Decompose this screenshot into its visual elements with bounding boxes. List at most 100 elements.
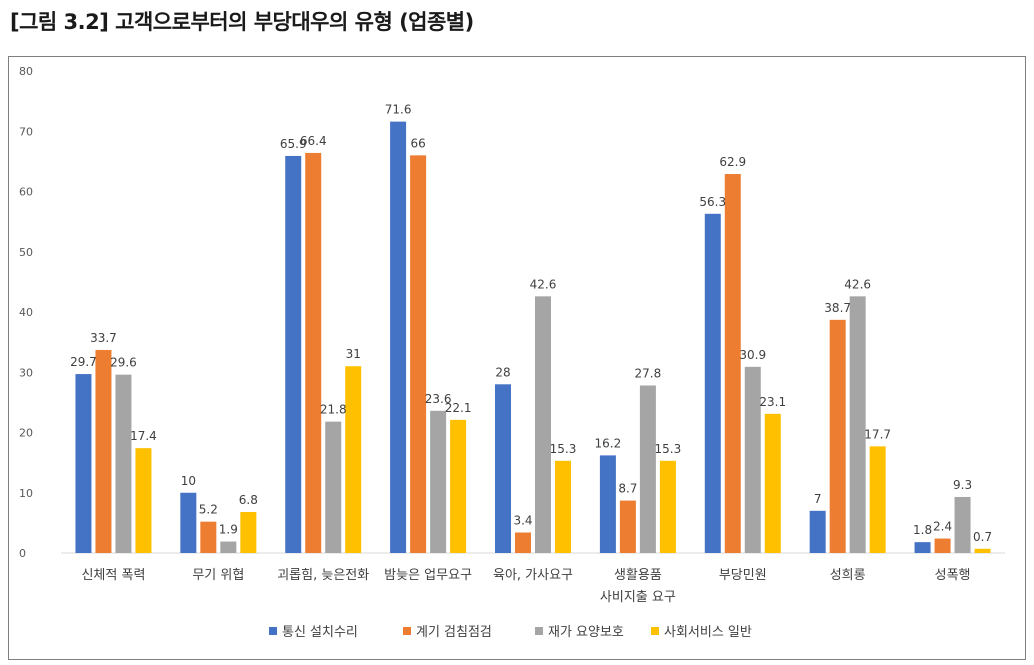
data-label-5-3: 15.3	[655, 442, 682, 456]
legend-swatch-2	[535, 627, 543, 635]
data-label-8-2: 9.3	[953, 478, 972, 492]
category-label-1-0: 무기 위협	[192, 568, 244, 583]
data-label-2-2: 21.8	[320, 403, 347, 417]
bar-4-2	[535, 296, 551, 553]
data-label-2-0: 65.9	[280, 137, 307, 151]
bars	[75, 121, 991, 554]
legend: 통신 설치수리 계기 검침점검 재가 요양보호 사회서비스 일반	[269, 625, 752, 640]
y-tick-label-6: 60	[19, 186, 33, 199]
bar-7-0	[809, 510, 826, 553]
data-label-7-0: 7	[814, 492, 822, 506]
category-label-0-0: 신체적 폭력	[81, 568, 145, 583]
category-label-7-0: 성희롱	[830, 568, 866, 583]
x-axis: 신체적 폭력 무기 위협 괴롭힘, 늦은전화 밤늦은 업무요구 육아, 가사요구 생활용품…	[81, 567, 970, 605]
data-label-6-0: 56.3	[699, 195, 726, 209]
bar-1-1	[200, 521, 217, 553]
data-label-3-3: 22.1	[445, 401, 472, 415]
data-label-4-0: 28	[495, 365, 510, 379]
data-label-5-1: 8.7	[618, 482, 637, 496]
bar-3-3	[450, 419, 467, 553]
page-title: [그림 3.2] 고객으로부터의 부당대우의 유형 (업종별)	[10, 10, 474, 34]
bar-5-3	[659, 460, 676, 553]
bar-8-0	[914, 542, 931, 553]
data-label-6-3: 23.1	[759, 395, 786, 409]
legend-label-0: 통신 설치수리	[282, 625, 358, 640]
data-label-0-1: 33.7	[90, 331, 117, 345]
data-label-1-0: 10	[181, 474, 196, 488]
category-label-4-0: 육아, 가사요구	[493, 568, 573, 583]
category-label-3-0: 밤늦은 업무요구	[384, 568, 472, 583]
bar-4-0	[495, 384, 511, 553]
legend-label-3: 사회서비스 일반	[664, 625, 752, 640]
data-label-0-2: 29.6	[110, 356, 137, 370]
bar-2-3	[345, 366, 362, 553]
bar-3-2	[430, 410, 447, 553]
legend-swatch-0	[269, 627, 277, 635]
category-label-6-0: 부당민원	[719, 568, 767, 583]
bar-0-3	[135, 448, 152, 553]
category-label-5-1: 사비지출 요구	[600, 590, 676, 605]
data-label-7-3: 17.7	[864, 427, 891, 441]
bar-2-1	[305, 152, 322, 553]
data-label-3-1: 66	[410, 136, 425, 150]
data-label-1-1: 5.2	[199, 503, 218, 517]
bar-6-0	[704, 213, 721, 554]
data-label-2-1: 66.4	[300, 134, 327, 148]
data-label-8-3: 0.7	[973, 530, 992, 544]
bar-4-3	[555, 460, 571, 553]
bar-1-3	[240, 512, 257, 553]
data-label-0-3: 17.4	[130, 429, 157, 443]
y-tick-label-3: 30	[19, 366, 33, 379]
bar-4-1	[515, 532, 531, 553]
chart-frame: 0 10 20 30 40 50 60 70 80 29.7 33.7 29.6 17.4 10 5.2 1…	[8, 56, 1026, 660]
category-label-5-0: 생활용품	[614, 568, 662, 583]
bar-2-2	[325, 421, 342, 553]
data-label-2-3: 31	[346, 347, 361, 361]
bar-7-1	[829, 319, 846, 553]
category-label-2-0: 괴롭힘, 늦은전화	[277, 568, 369, 583]
bar-1-2	[220, 541, 237, 553]
bar-0-0	[75, 374, 92, 553]
data-label-8-1: 2.4	[933, 520, 952, 534]
data-labels: 29.7 33.7 29.6 17.4 10 5.21.9 6.8 65.966.4 21.8 3…	[70, 103, 992, 544]
bar-3-1	[410, 155, 427, 553]
y-tick-label-0: 0	[19, 547, 26, 560]
legend-label-1: 계기 검침점검	[416, 625, 492, 640]
y-tick-label-2: 20	[19, 427, 33, 440]
bar-8-3	[974, 548, 991, 553]
bar-2-0	[285, 155, 302, 553]
bar-6-2	[744, 366, 761, 553]
bar-6-3	[764, 413, 781, 553]
data-label-7-1: 38.7	[824, 301, 851, 315]
legend-label-2: 재가 요양보호	[548, 625, 624, 640]
data-label-0-0: 29.7	[70, 355, 97, 369]
data-label-4-3: 15.3	[550, 442, 577, 456]
data-label-8-0: 1.8	[913, 523, 932, 537]
legend-swatch-1	[403, 627, 411, 635]
bar-0-2	[115, 374, 132, 553]
data-label-1-2: 1.9	[219, 523, 238, 537]
bar-0-1	[95, 349, 112, 553]
bar-5-2	[639, 385, 656, 553]
data-label-4-2: 42.6	[530, 277, 557, 291]
bar-3-0	[390, 121, 407, 554]
data-label-5-0: 16.2	[595, 436, 622, 450]
category-label-8-0: 성폭행	[935, 567, 971, 583]
y-tick-label-5: 50	[19, 246, 33, 259]
y-tick-label-1: 10	[19, 487, 33, 500]
data-label-3-2: 23.6	[425, 392, 452, 406]
data-label-6-2: 30.9	[739, 348, 766, 362]
legend-swatch-3	[651, 627, 659, 635]
bar-7-3	[869, 446, 886, 553]
data-label-4-1: 3.4	[513, 514, 532, 528]
data-label-5-2: 27.8	[635, 367, 662, 381]
data-label-6-1: 62.9	[719, 155, 746, 169]
data-label-7-2: 42.6	[844, 277, 871, 291]
bar-6-1	[724, 174, 741, 553]
bar-7-2	[849, 296, 866, 553]
bar-1-0	[180, 492, 197, 553]
data-label-1-3: 6.8	[239, 493, 258, 507]
y-tick-label-7: 70	[19, 125, 33, 138]
y-tick-label-4: 40	[19, 306, 33, 319]
